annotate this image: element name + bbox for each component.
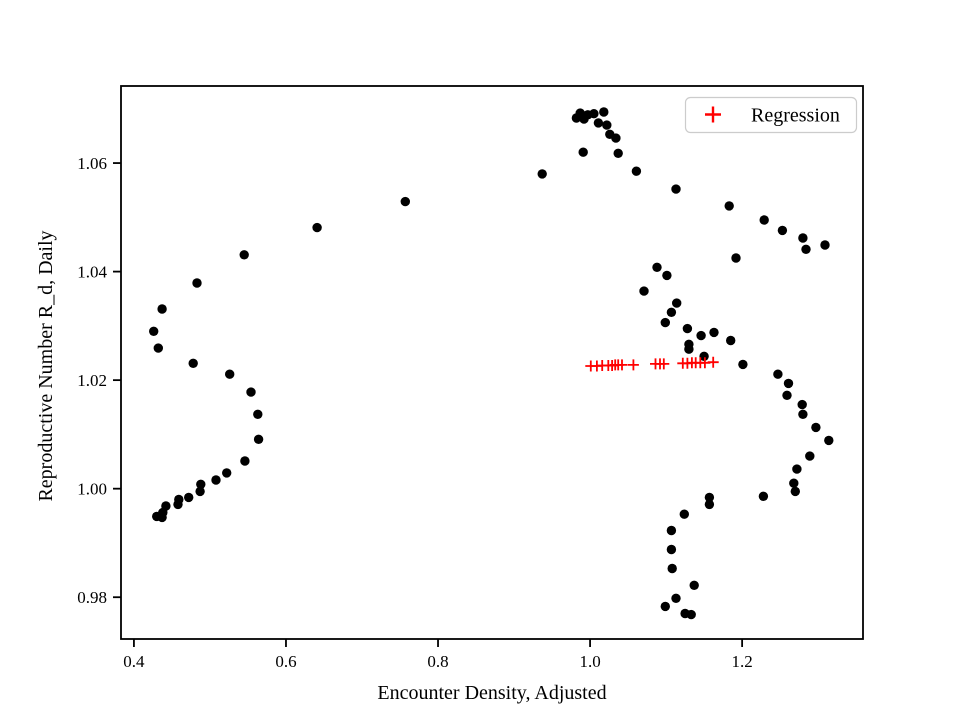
- observation-point: [682, 323, 693, 334]
- x-tick-label: 0.8: [427, 652, 448, 671]
- observation-point: [652, 262, 662, 272]
- observation-point: [666, 544, 677, 555]
- observation-point: [599, 107, 609, 117]
- observation-point: [731, 253, 741, 263]
- observation-point: [660, 601, 670, 612]
- observation-point: [798, 409, 808, 419]
- regression-point: [658, 358, 670, 370]
- observation-point: [153, 343, 163, 353]
- observation-point: [696, 330, 706, 341]
- observation-point: [789, 478, 799, 488]
- observation-point: [684, 344, 694, 354]
- observation-point: [671, 593, 681, 603]
- observation-point: [578, 147, 588, 157]
- axes-layer: 0.4 0.6 0.8 1.0 1.2 0.98 1.00 1.02 1.04 1.06: [77, 85, 864, 671]
- observation-point: [704, 492, 715, 503]
- data-points-layer: [149, 107, 834, 620]
- observation-point: [738, 359, 748, 370]
- observation-point: [667, 563, 677, 574]
- legend: Regression: [684, 96, 858, 134]
- y-tick-label: 1.06: [77, 154, 107, 173]
- y-tick-label: 1.02: [77, 371, 107, 390]
- observation-point: [589, 109, 599, 119]
- observation-point: [225, 369, 235, 379]
- observation-point: [699, 351, 709, 361]
- observation-point: [666, 525, 677, 536]
- y-tick-label: 1.00: [77, 480, 107, 499]
- observation-point: [660, 317, 670, 328]
- observation-point: [631, 166, 642, 176]
- observation-point: [184, 492, 194, 503]
- observation-point: [246, 387, 256, 397]
- observation-point: [773, 369, 783, 379]
- observation-point: [149, 326, 159, 336]
- x-tick-label: 0.4: [123, 652, 145, 671]
- observation-point: [811, 422, 821, 433]
- regression-point: [616, 359, 628, 371]
- observation-point: [686, 609, 696, 620]
- observation-point: [192, 278, 202, 288]
- observation-point: [662, 270, 672, 281]
- observation-point: [239, 250, 249, 260]
- regression-point: [707, 356, 719, 368]
- observation-point: [672, 298, 682, 308]
- observation-point: [724, 201, 734, 211]
- x-tick-label: 1.2: [731, 652, 752, 671]
- observation-point: [157, 304, 167, 314]
- observation-point: [611, 133, 621, 143]
- observation-point: [777, 225, 788, 236]
- observation-point: [783, 378, 794, 389]
- observation-point: [704, 499, 715, 510]
- observation-point: [161, 501, 171, 511]
- y-tick-label: 1.04: [77, 263, 107, 282]
- regression-legend-marker-icon: [705, 106, 721, 123]
- x-tick-label: 1.0: [579, 652, 600, 671]
- observation-point: [222, 468, 232, 478]
- y-axis-label: Reproductive Number R_d, Daily: [35, 230, 57, 501]
- observation-point: [671, 184, 681, 194]
- legend-box: [684, 96, 858, 134]
- y-tick-label: 0.98: [77, 588, 107, 607]
- observation-point: [758, 491, 769, 501]
- x-axis-label: Encounter Density, Adjusted: [377, 682, 606, 704]
- observation-point: [537, 169, 547, 179]
- legend-entry-label: Regression: [751, 105, 840, 127]
- x-tick-label: 0.6: [275, 652, 296, 671]
- observation-point: [805, 451, 815, 461]
- observation-point: [709, 327, 719, 338]
- observation-point: [759, 215, 769, 225]
- observation-point: [253, 434, 264, 444]
- observation-point: [211, 475, 221, 485]
- observation-point: [188, 358, 198, 368]
- plot-border: [120, 85, 864, 640]
- observation-point: [679, 509, 689, 519]
- observation-point: [820, 240, 830, 250]
- observation-point: [253, 409, 263, 419]
- observation-point: [195, 486, 205, 497]
- observation-point: [196, 479, 206, 489]
- observation-point: [726, 335, 736, 346]
- observation-point: [602, 120, 612, 130]
- observation-point: [312, 222, 322, 233]
- observation-point: [240, 456, 250, 466]
- observation-point: [824, 435, 834, 446]
- observation-point: [400, 196, 410, 207]
- regression-point: [627, 359, 639, 371]
- observation-point: [613, 148, 623, 158]
- observation-point: [798, 233, 808, 243]
- observation-point: [174, 494, 184, 505]
- observation-point: [797, 399, 807, 410]
- observation-point: [782, 390, 792, 400]
- observation-point: [790, 486, 800, 497]
- observation-point: [801, 244, 811, 254]
- observation-point: [792, 464, 802, 474]
- observation-point: [593, 118, 604, 128]
- observation-point: [639, 286, 649, 296]
- observation-point: [689, 580, 699, 590]
- observation-point: [666, 307, 677, 317]
